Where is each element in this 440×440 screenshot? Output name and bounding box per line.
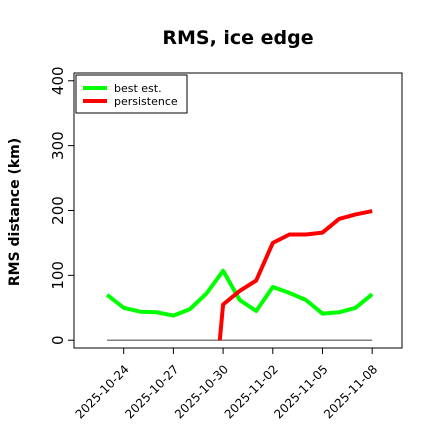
legend-box — [75, 74, 188, 114]
y-tick-label: 400 — [49, 66, 67, 95]
series-line-best-est — [105, 268, 374, 318]
y-axis-ticks: 0 100 200 300 400 — [49, 66, 74, 345]
series-line-persistence — [217, 209, 373, 341]
y-tick-label: 100 — [49, 261, 67, 290]
y-tick-label: 200 — [49, 196, 67, 225]
legend-label-best-est: best est. — [114, 82, 162, 95]
chart-title: RMS, ice edge — [162, 27, 313, 49]
x-axis-ticks: 2025-10-242025-10-272025-10-302025-11-02… — [73, 348, 380, 421]
y-tick-label: 300 — [49, 131, 67, 160]
y-tick-label: 0 — [49, 335, 67, 345]
x-tick-label: 2025-11-08 — [321, 362, 380, 421]
series-layer — [105, 209, 374, 341]
y-axis-label: RMS distance (km) — [7, 138, 23, 286]
legend-label-persistence: persistence — [114, 95, 178, 108]
legend: best est. persistence — [75, 74, 188, 114]
